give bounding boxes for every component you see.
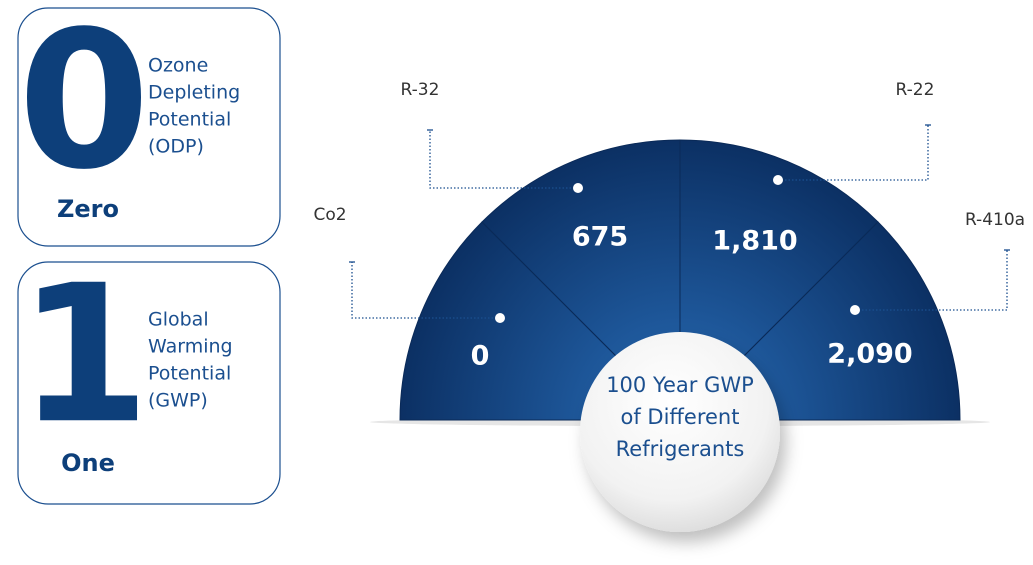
- center-circle: [580, 332, 780, 532]
- segment-name: R-410a: [965, 210, 1025, 230]
- card-label: Potential: [148, 363, 231, 385]
- card-label: Warming: [148, 336, 233, 358]
- segment-value: 0: [471, 341, 490, 372]
- segment-value: 675: [572, 222, 628, 253]
- dot: [573, 183, 583, 193]
- connector: [351, 262, 500, 319]
- card-digit: 0: [18, 0, 150, 211]
- dot: [850, 305, 860, 315]
- center-text: of Different: [621, 405, 740, 429]
- card: [17, 7, 281, 247]
- center-text: Refrigerants: [616, 437, 745, 461]
- card-word: One: [61, 449, 115, 477]
- segment-name: Co2: [313, 205, 346, 225]
- card-label: (GWP): [148, 390, 208, 412]
- card-label: Ozone: [148, 55, 208, 77]
- card-label: Potential: [148, 109, 231, 131]
- connector: [429, 130, 578, 189]
- card-label: Depleting: [148, 82, 240, 104]
- segment-name: R-22: [896, 80, 935, 100]
- center-text: 100 Year GWP: [606, 373, 754, 397]
- segment-value: 2,090: [827, 339, 912, 370]
- card-label: Global: [148, 309, 209, 331]
- dot: [495, 313, 505, 323]
- card-digit: 1: [18, 244, 150, 465]
- card-word: Zero: [57, 195, 119, 223]
- segment-value: 1,810: [712, 226, 797, 257]
- connector: [855, 250, 1008, 311]
- segment-name: R-32: [401, 80, 440, 100]
- card-label: (ODP): [148, 136, 204, 158]
- card: [17, 261, 281, 505]
- dot: [773, 175, 783, 185]
- gauge: Co2 0 R-32 675 R-22 1,810 R-410a 2,090 100 Year …: [313, 80, 1025, 532]
- connector: [778, 125, 929, 181]
